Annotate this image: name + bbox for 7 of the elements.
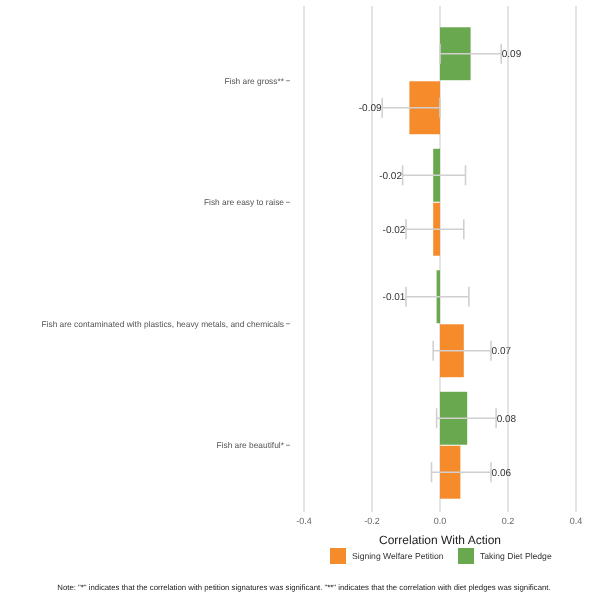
bar [409,81,440,135]
bar [440,391,468,445]
bar [440,445,461,499]
bar [433,202,440,256]
bar [440,324,464,378]
bar [440,27,471,81]
bar [433,148,440,202]
